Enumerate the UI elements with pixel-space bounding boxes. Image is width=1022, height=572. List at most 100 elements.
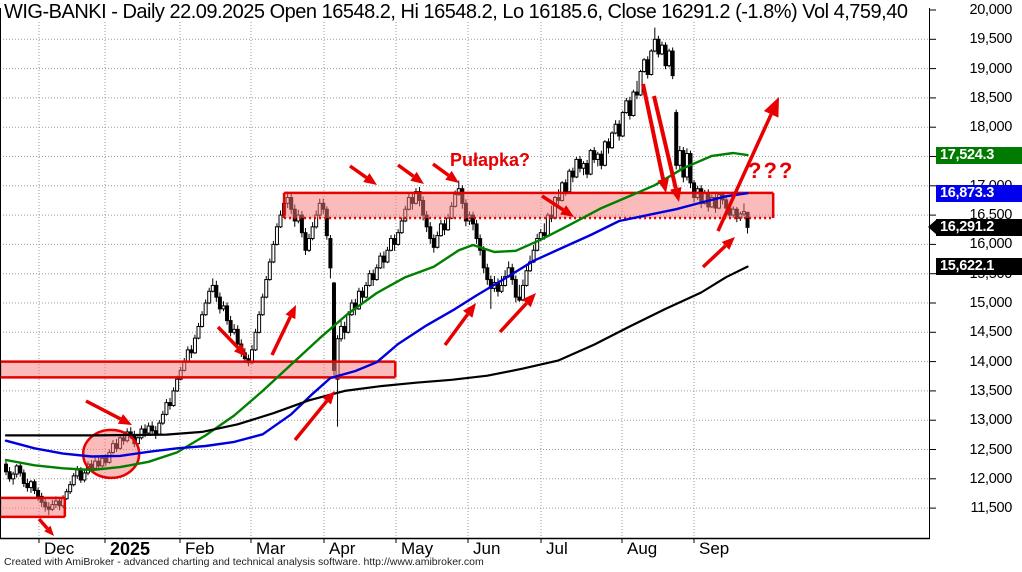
candle-body [335,338,340,380]
candle-body [210,284,215,292]
candle-body [517,296,522,301]
y-axis-label: 20,000 [969,2,1012,18]
trend-arrow-head [234,343,247,357]
candle-body [303,232,308,251]
candle-body [635,91,640,96]
y-axis-label: 16,000 [969,236,1012,253]
trend-arrow-head [363,173,377,185]
candle-body [274,226,279,245]
candle-body [567,170,572,193]
price-marker-label: 16,291.2 [936,218,1022,236]
y-axis-label: 12,000 [969,470,1012,487]
candle-body [599,153,604,166]
candle-body [592,150,597,160]
candle-body [217,296,222,310]
candle-body [631,91,636,116]
x-axis-label: Sep [699,539,730,558]
trap-annotation-text: Pułapka? [450,150,531,170]
candle-body [374,267,379,281]
x-axis-label: Apr [329,539,356,558]
candle-body [207,290,212,304]
y-axis-label: 12,500 [969,441,1012,458]
candle-body [442,223,447,231]
candle-body [574,158,579,178]
candle-body [228,320,233,333]
last-price-arrow-icon [928,219,937,236]
trend-arrow-line [541,194,565,212]
candle-body [346,314,351,333]
candle-body [4,463,8,473]
candle-body [602,141,607,166]
price-marker-label: 15,622.1 [936,258,1022,276]
candle-body [11,473,16,480]
candle-body [71,475,76,486]
candle-body [613,123,618,134]
candle-body [481,249,486,269]
y-axis-label: 13,000 [969,412,1012,429]
y-axis-label: 18,000 [969,119,1012,136]
x-axis-label: Aug [627,539,658,558]
candle-body [342,325,347,333]
x-axis-label: Mar [256,539,286,558]
x-axis-label: Jun [473,539,501,558]
candle-body [438,223,443,237]
candle-body [535,238,540,251]
candle-body [257,314,262,333]
candle-body [688,153,693,184]
candle-body [431,238,436,248]
resistance-zone-16500-16880 [284,192,774,219]
chart-title: WIG-BANKI - Daily 22.09.2025 Open 16548.… [4,1,908,23]
y-axis-label: 19,500 [969,31,1012,48]
candle-body [606,141,611,149]
price-marker-label: 17,524.3 [936,146,1022,164]
y-axis-label: 11,500 [970,500,1013,517]
candle-body [21,472,26,484]
candle-body [563,182,568,193]
candle-body [18,465,23,474]
trend-arrow-line [443,313,470,347]
candle-body [638,71,643,96]
candle-body [674,112,679,166]
trend-arrow-head [721,237,735,250]
trend-arrow-head [670,187,682,202]
trend-arrow-line [270,315,292,356]
candle-body [681,150,686,178]
candle-body [146,425,151,434]
candle-body [385,249,390,263]
candle-body [203,302,208,316]
candle-body [160,413,165,424]
candle-body [25,482,30,489]
candle-body [396,232,401,245]
trend-arrow-line [701,244,727,269]
candle-body [399,220,404,234]
candle-body [446,217,451,231]
candle-body [642,59,647,73]
trend-arrow-line [216,325,240,349]
candle-body [617,123,622,137]
candle-body [610,132,615,149]
question-annotation-text: ??? [748,158,795,183]
candle-body [367,273,372,286]
candle-body [328,238,333,269]
y-axis-label: 14,500 [969,324,1012,341]
candle-body [371,273,376,281]
trend-arrow-head [522,293,536,308]
candle-body [656,38,661,55]
candle-body [392,238,397,245]
candle-body [677,150,682,166]
ma-black-line [4,265,749,437]
trend-arrow-head [285,305,296,320]
candle-body [139,428,144,439]
candle-body [663,44,668,67]
candle-body [64,491,69,500]
candle-body [645,59,650,75]
x-axis-label: May [401,539,434,558]
candle-body [524,270,529,286]
trend-arrow-line [396,163,415,178]
candle-body [157,422,162,435]
trend-arrow-line [498,302,528,334]
candle-body [381,255,386,263]
candle-body [253,331,258,351]
candle-body [32,481,37,492]
